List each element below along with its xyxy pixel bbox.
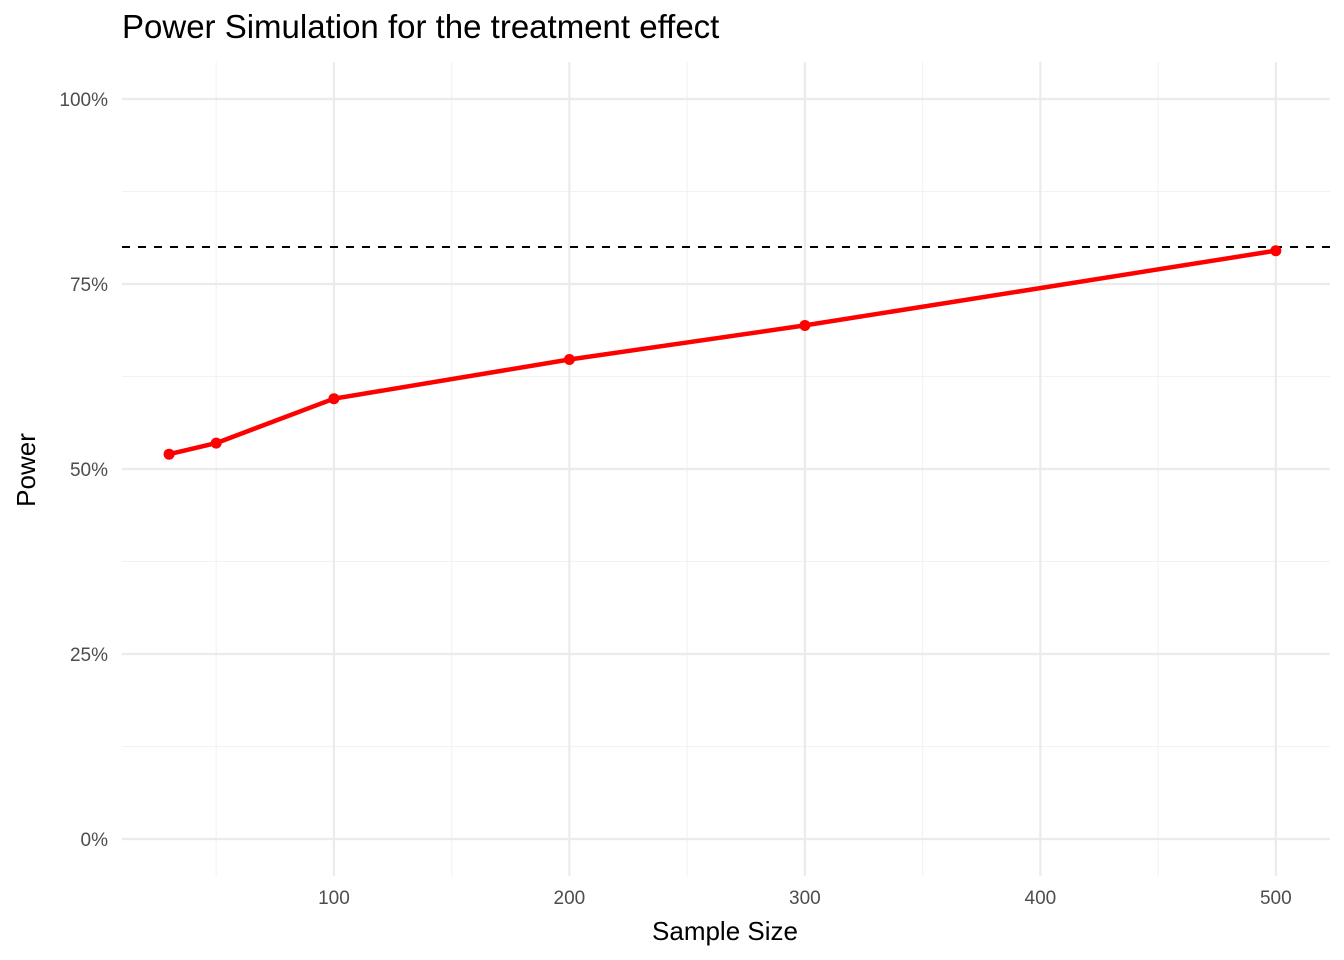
y-axis-title: Power	[11, 433, 41, 507]
y-tick-label: 100%	[59, 90, 108, 111]
power-data-point	[163, 448, 175, 460]
x-tick-label: 500	[1260, 888, 1292, 909]
y-tick-label: 25%	[70, 645, 108, 666]
chart-title: Power Simulation for the treatment effec…	[122, 8, 719, 45]
y-tick-label: 50%	[70, 460, 108, 481]
power-data-point	[563, 353, 575, 365]
power-data-point	[210, 437, 222, 449]
x-tick-label: 200	[554, 888, 586, 909]
x-tick-label: 100	[318, 888, 350, 909]
x-tick-label: 400	[1025, 888, 1057, 909]
power-data-point	[799, 319, 811, 331]
y-tick-label: 75%	[70, 275, 108, 296]
power-series-line	[166, 248, 1279, 457]
y-tick-label: 0%	[81, 830, 109, 851]
x-tick-label: 300	[789, 888, 821, 909]
x-axis-title: Sample Size	[652, 916, 798, 946]
power-data-point	[1270, 245, 1282, 257]
tick-layer: 100 200 300 400 500 0% 25% 50% 75% 100%	[59, 90, 1291, 909]
power-data-point	[328, 393, 340, 405]
grid-layer	[122, 62, 1330, 876]
series-layer	[163, 245, 1282, 460]
